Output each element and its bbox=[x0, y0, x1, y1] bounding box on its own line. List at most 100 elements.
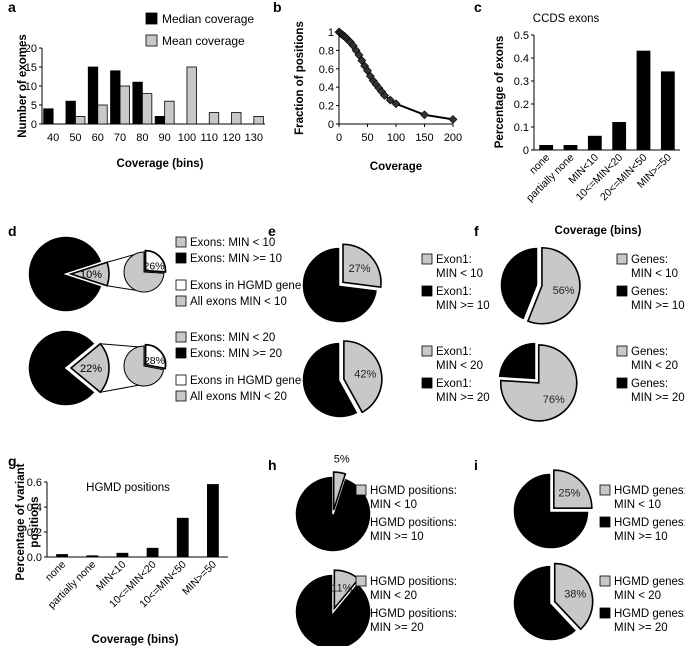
pie-slice-d-small-gray bbox=[123, 251, 165, 293]
legend-label-d: Exons: MIN >= 10 bbox=[190, 253, 282, 265]
legend-swatch-i bbox=[599, 516, 611, 528]
bar-c bbox=[539, 144, 554, 151]
legend-label-d: Exons: MIN >= 20 bbox=[190, 348, 282, 360]
legend-swatch-d bbox=[175, 374, 187, 386]
pie-slice-e-gray bbox=[343, 340, 383, 414]
legend-swatch-i bbox=[599, 575, 611, 587]
y-axis-label-c: Percentage of exons bbox=[494, 36, 506, 148]
legend-label-i: MIN >= 10 bbox=[614, 531, 668, 543]
y-tick-label-c: 0.5 bbox=[514, 30, 529, 42]
legend-swatch-i bbox=[599, 484, 611, 496]
legend-swatch-e bbox=[421, 345, 433, 357]
bar-a-mean bbox=[231, 112, 242, 125]
pie-slice-d-black bbox=[27, 329, 97, 407]
x-tick-label-a: 130 bbox=[245, 132, 263, 144]
y-tick-label-g: 0.0 bbox=[27, 552, 42, 564]
pie-slice-f-gray bbox=[500, 344, 578, 422]
bar-c bbox=[587, 135, 602, 151]
pie-slice-d-gray bbox=[69, 342, 110, 394]
bar-a-mean bbox=[253, 116, 264, 125]
pie-slice-i-black bbox=[512, 472, 590, 550]
y-tick-label-g: 0.6 bbox=[27, 477, 42, 489]
legend-label-h: HGMD positions: bbox=[370, 485, 457, 497]
legend-label-f: MIN >= 20 bbox=[631, 392, 685, 404]
legend-label-e: MIN >= 10 bbox=[436, 300, 490, 312]
pie-pct-label-e: 42% bbox=[354, 369, 376, 381]
panel-letter-d: d bbox=[8, 223, 17, 239]
legend-swatch-e bbox=[421, 285, 433, 297]
bar-c bbox=[636, 50, 651, 151]
x-tick-label-b: 200 bbox=[444, 132, 462, 144]
legend-label-f: MIN < 20 bbox=[631, 360, 678, 372]
y-tick-label-b: 0.8 bbox=[319, 45, 334, 57]
x-tick-label-b: 0 bbox=[336, 132, 342, 144]
legend-label-i: HGMD genes: bbox=[614, 576, 685, 588]
x-tick-label-b: 50 bbox=[361, 132, 373, 144]
legend-label-f: Genes: bbox=[631, 346, 668, 358]
y-tick-label-a: 20 bbox=[25, 43, 37, 55]
chart-title-c: CCDS exons bbox=[533, 13, 600, 25]
pie-pct-label-d-small: 26% bbox=[144, 260, 165, 272]
bar-g bbox=[116, 552, 129, 558]
bar-a-mean bbox=[75, 116, 86, 125]
y-tick-label-a: 5 bbox=[31, 100, 37, 112]
x-tick-label-a: 40 bbox=[47, 132, 59, 144]
pie-pct-label-f: 56% bbox=[553, 285, 575, 297]
y-axis-label-b: Fraction of positions bbox=[294, 21, 306, 135]
legend-label-h: MIN >= 20 bbox=[370, 622, 424, 634]
y-tick-label-b: 0.4 bbox=[319, 82, 334, 94]
legend-label-a: Median coverage bbox=[162, 12, 254, 26]
pie-slice-i-black bbox=[512, 564, 579, 642]
legend-swatch-h bbox=[355, 516, 367, 528]
pie-pct-label-h: 5% bbox=[334, 454, 350, 466]
legend-swatch-h bbox=[355, 575, 367, 587]
legend-label-e: MIN >= 20 bbox=[436, 392, 490, 404]
pie-slice-f-black bbox=[497, 341, 537, 381]
y-tick-label-c: 0.1 bbox=[514, 122, 529, 134]
legend-swatch-f bbox=[616, 345, 628, 357]
pie-pct-label-i: 25% bbox=[558, 488, 580, 500]
x-axis-label-c: Coverage (bins) bbox=[555, 225, 642, 237]
x-tick-label-g: none bbox=[43, 559, 68, 584]
legend-label-d: Exons: MIN < 10 bbox=[190, 237, 275, 249]
chart-title-g: HGMD positions bbox=[86, 482, 170, 494]
legend-label-h: HGMD positions: bbox=[370, 517, 457, 529]
y-axis-label-a: Number of exomes bbox=[17, 34, 29, 138]
bar-g bbox=[86, 555, 99, 558]
zoom-connector-d bbox=[100, 384, 141, 393]
legend-label-d: Exons in HGMD genes bbox=[190, 375, 307, 387]
legend-swatch-f bbox=[616, 377, 628, 389]
pie-pct-label-f: 76% bbox=[543, 394, 565, 406]
bar-a-median bbox=[65, 100, 76, 125]
bar-g bbox=[207, 484, 219, 558]
legend-label-e: Exon1: bbox=[436, 346, 472, 358]
legend-label-e: MIN < 10 bbox=[436, 268, 483, 280]
legend-swatch-d bbox=[175, 347, 187, 359]
x-axis-label-g: Coverage (bins) bbox=[92, 634, 179, 646]
legend-label-e: Exon1: bbox=[436, 254, 472, 266]
pie-pct-label-h: 11% bbox=[331, 582, 352, 594]
legend-swatch-h bbox=[355, 607, 367, 619]
pie-pct-label-i: 38% bbox=[564, 588, 586, 600]
legend-label-i: MIN < 10 bbox=[614, 499, 661, 511]
legend-label-h: MIN < 10 bbox=[370, 499, 417, 511]
x-tick-label-a: 100 bbox=[178, 132, 196, 144]
y-tick-label-b: 0 bbox=[328, 119, 334, 131]
x-tick-label-a: 110 bbox=[200, 132, 218, 144]
x-tick-label-a: 70 bbox=[114, 132, 126, 144]
pie-slice-h-gray bbox=[332, 471, 347, 511]
legend-swatch-e bbox=[421, 253, 433, 265]
legend-label-i: MIN >= 20 bbox=[614, 622, 668, 634]
bar-c bbox=[660, 71, 675, 151]
y-tick-label-b: 0.6 bbox=[319, 64, 334, 76]
pie-slice-d-black bbox=[27, 235, 104, 313]
legend-swatch-f bbox=[616, 285, 628, 297]
bar-c bbox=[563, 144, 578, 151]
zoom-connector-d bbox=[100, 343, 141, 348]
bar-a-median bbox=[154, 116, 166, 125]
legend-label-i: HGMD genes: bbox=[614, 608, 685, 620]
legend-label-i: HGMD genes: bbox=[614, 485, 685, 497]
legend-label-i: MIN < 20 bbox=[614, 590, 661, 602]
panel-letter-e: e bbox=[268, 223, 276, 239]
bar-a-mean bbox=[119, 85, 130, 125]
